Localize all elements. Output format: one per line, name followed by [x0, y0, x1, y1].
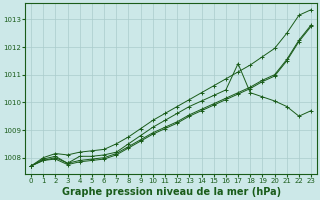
X-axis label: Graphe pression niveau de la mer (hPa): Graphe pression niveau de la mer (hPa)	[61, 187, 281, 197]
